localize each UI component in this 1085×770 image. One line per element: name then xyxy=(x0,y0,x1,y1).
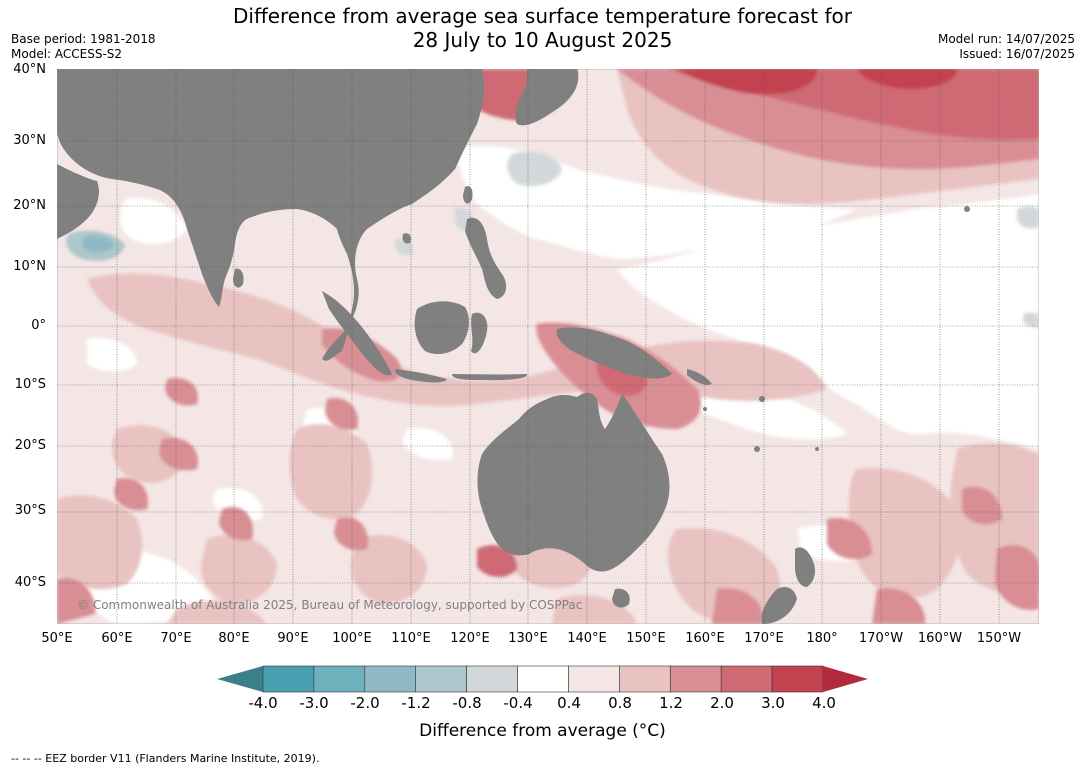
lon-label-100e: 100°E xyxy=(332,631,372,646)
lon-label-180: 180° xyxy=(806,631,838,646)
colorbar-cell xyxy=(771,665,824,693)
sulawesi xyxy=(471,312,488,354)
base-period: Base period: 1981-2018 xyxy=(11,32,156,46)
colorbar-cell xyxy=(364,665,417,693)
lon-label-140e: 140°E xyxy=(567,631,607,646)
colorbar-label-neg1-2: -1.2 xyxy=(401,694,431,712)
japan-landmass xyxy=(515,69,579,126)
asia-landmass xyxy=(57,69,485,361)
colorbar xyxy=(217,665,868,693)
colorbar-cell xyxy=(415,665,467,693)
lat-label-30s: 30°S xyxy=(14,503,46,518)
colorbar-label-0-4: 0.4 xyxy=(557,694,581,712)
colorbar-cell xyxy=(466,665,518,693)
lon-label-170w: 170°W xyxy=(858,631,904,646)
model-info: Base period: 1981-2018 Model: ACCESS-S2 xyxy=(11,32,156,62)
sri-lanka xyxy=(233,268,244,288)
lon-label-50e: 50°E xyxy=(41,631,73,646)
colorbar-cell xyxy=(517,665,569,693)
colorbar-label-neg0-4: -0.4 xyxy=(503,694,533,712)
lat-label-40n: 40°N xyxy=(13,62,46,77)
tasmania xyxy=(612,588,630,608)
solomon-islands xyxy=(687,369,712,385)
lon-label-120e: 120°E xyxy=(450,631,490,646)
colorbar-cell xyxy=(262,665,315,693)
issued-date: Issued: 16/07/2025 xyxy=(959,47,1075,61)
title-line-2: 28 July to 10 August 2025 xyxy=(412,28,673,52)
lon-label-80e: 80°E xyxy=(218,631,250,646)
copyright-text: © Commonwealth of Australia 2025, Bureau… xyxy=(77,598,582,612)
colorbar-cells xyxy=(262,665,824,693)
lon-label-130e: 130°E xyxy=(508,631,548,646)
arabia-landmass xyxy=(57,164,99,239)
pacific-island xyxy=(815,447,819,451)
lon-label-60e: 60°E xyxy=(101,631,133,646)
lat-label-40s: 40°S xyxy=(14,575,46,590)
new-guinea xyxy=(556,327,672,379)
lon-label-160e: 160°E xyxy=(685,631,725,646)
cool-anomaly-regions xyxy=(66,151,1039,328)
colorbar-lower-extension xyxy=(217,666,263,692)
lon-label-150w: 150°W xyxy=(976,631,1022,646)
colorbar-label-neg0-8: -0.8 xyxy=(452,694,482,712)
sst-anomaly-map: © Commonwealth of Australia 2025, Bureau… xyxy=(57,69,1039,624)
java xyxy=(395,369,447,383)
lat-label-20n: 20°N xyxy=(13,198,46,213)
colorbar-label-1-2: 1.2 xyxy=(659,694,683,712)
new-zealand-north-island xyxy=(795,547,815,587)
pacific-island xyxy=(754,446,760,452)
colorbar-title: Difference from average (°C) xyxy=(419,721,666,741)
lon-label-160w: 160°W xyxy=(917,631,963,646)
lon-label-70e: 70°E xyxy=(160,631,192,646)
lat-label-20s: 20°S xyxy=(14,438,46,453)
sumatra xyxy=(322,291,392,376)
colorbar-label-2: 2.0 xyxy=(710,694,734,712)
lon-label-150e: 150°E xyxy=(626,631,666,646)
run-info: Model run: 14/07/2025 Issued: 16/07/2025 xyxy=(938,32,1075,62)
new-zealand-south-island xyxy=(761,587,797,624)
borneo xyxy=(414,301,469,355)
title-line-1: Difference from average sea surface temp… xyxy=(232,4,852,28)
colorbar-cell xyxy=(669,665,722,693)
lesser-sunda-islands xyxy=(452,374,528,381)
lat-label-0: 0° xyxy=(31,318,46,333)
pacific-island xyxy=(964,206,970,212)
model-name: Model: ACCESS-S2 xyxy=(11,47,123,61)
colorbar-cell xyxy=(568,665,620,693)
colorbar-label-3: 3.0 xyxy=(761,694,785,712)
colorbar-label-4: 4.0 xyxy=(812,694,836,712)
lat-label-30n: 30°N xyxy=(13,133,46,148)
lat-label-10s: 10°S xyxy=(14,377,46,392)
lat-label-10n: 10°N xyxy=(13,259,46,274)
lon-label-170e: 170°E xyxy=(744,631,784,646)
colorbar-label-neg4: -4.0 xyxy=(248,694,278,712)
lon-label-110e: 110°E xyxy=(391,631,431,646)
land-masses xyxy=(57,69,970,624)
colorbar-cell xyxy=(619,665,671,693)
colorbar-label-neg2: -2.0 xyxy=(350,694,380,712)
colorbar-upper-extension xyxy=(823,666,868,692)
colorbar-cell xyxy=(720,665,773,693)
hainan xyxy=(402,233,412,244)
colorbar-cell xyxy=(313,665,366,693)
philippines xyxy=(465,217,507,299)
model-run: Model run: 14/07/2025 xyxy=(937,32,1075,46)
colorbar-label-0-8: 0.8 xyxy=(608,694,632,712)
pacific-island xyxy=(759,396,765,402)
australia xyxy=(477,392,670,572)
lon-label-90e: 90°E xyxy=(277,631,309,646)
map-title: Difference from average sea surface temp… xyxy=(0,4,1085,52)
graticule-lines xyxy=(57,69,1039,624)
extreme-warm-anomaly-regions xyxy=(677,69,957,94)
eez-footnote: -- -- -- EEZ border V11 (Flanders Marine… xyxy=(11,752,320,765)
colorbar-label-neg3: -3.0 xyxy=(299,694,329,712)
